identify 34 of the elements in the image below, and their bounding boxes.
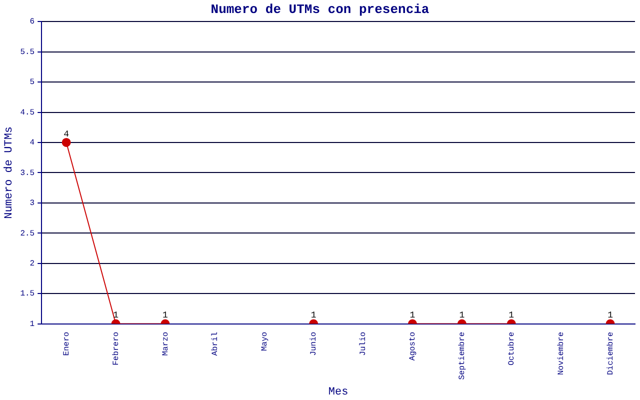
y-tick-label: 3 <box>30 199 35 208</box>
x-tick-label: Marzo <box>161 332 170 356</box>
x-tick-label: Agosto <box>408 332 418 361</box>
x-axis-title: Mes <box>328 386 348 398</box>
x-tick-label: Enero <box>62 332 72 356</box>
x-tick-label: Octubre <box>508 332 516 366</box>
y-tick-label: 2.5 <box>20 229 35 238</box>
y-axis-title: Numero de UTMs <box>4 126 16 219</box>
x-tick-label: Abril <box>210 332 220 356</box>
y-tick-label: 4.5 <box>20 108 35 118</box>
y-tick-label: 1.5 <box>20 290 35 299</box>
chart-title: Numero de UTMs con presencia <box>210 2 430 18</box>
x-tick-label: Noviembre <box>556 332 566 376</box>
y-tick-label: 1 <box>30 320 35 329</box>
y-tick-label: 6 <box>30 18 35 27</box>
data-label: 1 <box>410 310 416 321</box>
x-tick-label: Julio <box>359 332 368 356</box>
data-label: 4 <box>64 129 70 140</box>
data-label: 1 <box>113 310 118 321</box>
x-tick-label: Diciembre <box>606 332 616 376</box>
data-label: 1 <box>162 310 168 321</box>
x-tick-label: Junio <box>310 332 319 356</box>
data-label: 1 <box>608 310 613 321</box>
data-label: 1 <box>459 310 465 321</box>
x-tick-label: Febrero <box>112 332 121 366</box>
y-tick-label: 3.5 <box>20 168 35 178</box>
y-tick-label: 4 <box>30 138 35 148</box>
data-label: 1 <box>508 310 514 321</box>
data-label: 1 <box>310 310 316 321</box>
y-tick-label: 2 <box>30 259 35 268</box>
y-tick-label: 5.5 <box>20 48 35 57</box>
x-tick-label: Mayo <box>260 332 270 351</box>
y-tick-label: 5 <box>30 78 35 88</box>
x-tick-label: Septiembre <box>458 332 468 380</box>
